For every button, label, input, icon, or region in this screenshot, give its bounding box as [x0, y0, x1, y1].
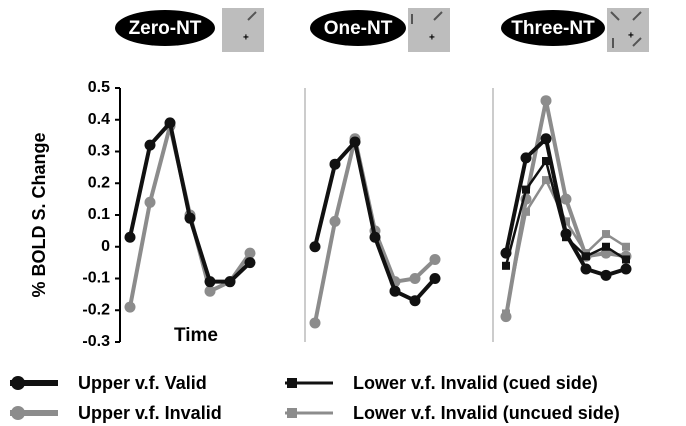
- point: [522, 207, 530, 216]
- point: [309, 241, 321, 253]
- point: [602, 230, 610, 239]
- svg-text:+: +: [243, 33, 249, 44]
- point: [224, 276, 236, 288]
- point: [369, 231, 381, 243]
- y-tick-label: 0.4: [88, 111, 110, 128]
- y-tick-label: 0: [101, 238, 110, 255]
- y-tick-label: 0.1: [88, 206, 110, 223]
- point: [520, 152, 532, 164]
- point: [522, 185, 530, 194]
- legend-label: Upper v.f. Invalid: [78, 403, 222, 423]
- legend-label: Lower v.f. Invalid (cued side): [353, 373, 598, 393]
- legend-marker: [11, 376, 25, 390]
- point: [329, 215, 341, 227]
- y-tick-label: 0.3: [88, 143, 110, 160]
- point: [409, 273, 421, 284]
- point: [124, 301, 136, 313]
- header-decor: + + +: [115, 8, 649, 52]
- y-tick-label: -0.3: [82, 333, 110, 350]
- point: [309, 317, 321, 329]
- legend-marker: [287, 378, 297, 388]
- point: [124, 231, 136, 243]
- point: [620, 263, 632, 275]
- point: [580, 263, 592, 275]
- legend-label: Upper v.f. Valid: [78, 373, 207, 393]
- point: [502, 261, 510, 270]
- point: [204, 276, 216, 288]
- point: [622, 255, 630, 264]
- legend-marker: [11, 406, 25, 420]
- x-axis-label: Time: [174, 325, 218, 346]
- point: [542, 176, 550, 185]
- y-tick-label: 0.2: [88, 174, 110, 191]
- point: [144, 196, 156, 208]
- panel-title: One-NT: [324, 18, 393, 39]
- y-axis-label: % BOLD S. Change: [29, 132, 49, 297]
- point: [389, 285, 401, 297]
- point: [429, 273, 441, 284]
- point: [540, 95, 552, 107]
- y-tick-label: -0.2: [82, 301, 110, 318]
- point: [429, 253, 441, 265]
- point: [562, 233, 570, 242]
- legend-marker: [287, 408, 297, 418]
- point: [560, 193, 572, 205]
- point: [244, 247, 256, 259]
- point: [349, 136, 361, 148]
- point: [540, 133, 552, 145]
- point: [562, 217, 570, 226]
- svg-text:+: +: [429, 33, 435, 44]
- panel-title: Zero-NT: [129, 18, 202, 39]
- point: [542, 157, 550, 166]
- svg-text:+: +: [628, 31, 634, 42]
- point: [164, 117, 176, 129]
- point: [329, 158, 341, 170]
- y-tick-label: -0.1: [82, 270, 110, 287]
- point: [409, 295, 421, 307]
- point: [600, 269, 612, 281]
- point: [602, 242, 610, 251]
- point: [622, 242, 630, 251]
- point: [184, 212, 196, 224]
- y-tick-label: 0.5: [88, 79, 110, 96]
- point: [582, 252, 590, 261]
- point: [502, 309, 510, 318]
- point: [244, 257, 256, 269]
- panel-title: Three-NT: [511, 18, 595, 39]
- point: [204, 285, 216, 297]
- point: [144, 139, 156, 151]
- legend-label: Lower v.f. Invalid (uncued side): [353, 403, 620, 423]
